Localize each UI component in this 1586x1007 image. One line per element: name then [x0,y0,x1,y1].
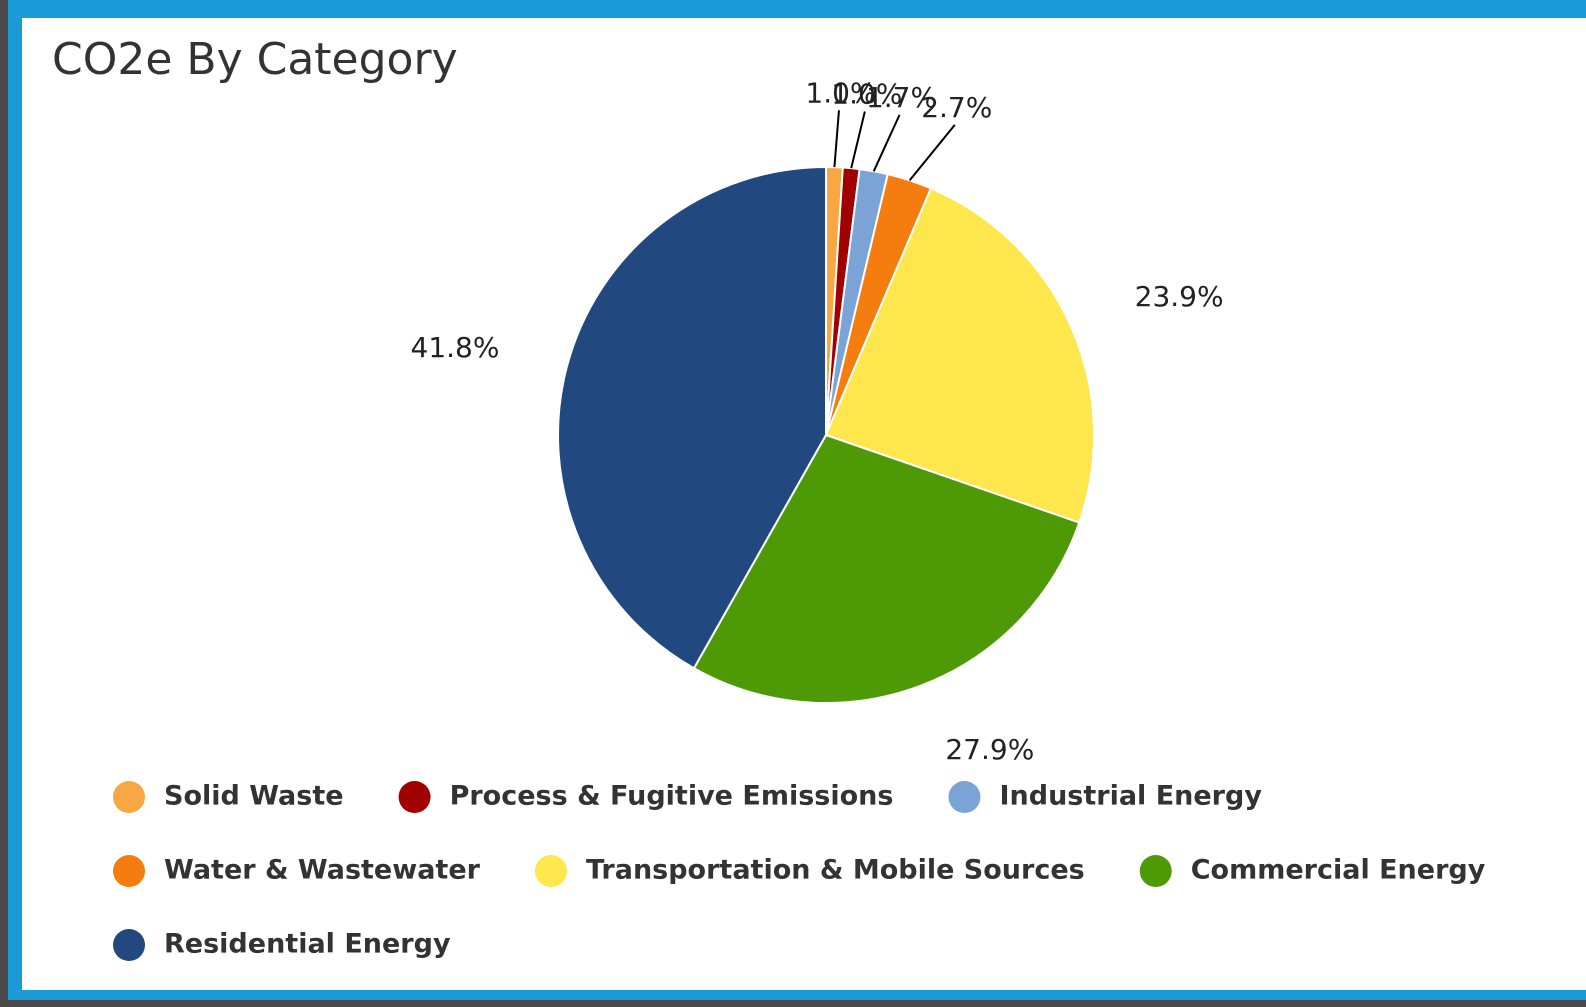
leader-line [872,114,901,172]
legend-label: Process & Fugitive Emissions [450,781,894,812]
leader-line [833,110,840,168]
data-label: 2.7% [921,91,992,124]
legend-marker [398,781,431,813]
data-label: 41.8% [411,331,500,364]
leader-line [850,111,866,169]
pie-slice [557,165,827,670]
legend-marker [113,855,145,887]
data-label: 1.0% [831,78,902,111]
chart-title: CO2e By Category [52,34,458,85]
legend-marker [113,929,145,961]
data-label: 1.0% [805,76,876,109]
legend-marker [948,781,981,813]
legend-marker [113,781,145,813]
legend-marker [534,855,567,887]
legend-label: Solid Waste [164,781,344,812]
legend-label: Water & Wastewater [164,855,481,886]
legend-marker [1139,855,1172,887]
pie-slice [824,187,1095,524]
legend-label: Residential Energy [164,929,451,960]
leader-line [908,124,956,182]
legend-label: Commercial Energy [1191,855,1486,886]
legend-label: Transportation & Mobile Sources [586,855,1085,886]
data-label: 1.7% [866,81,937,114]
data-label: 23.9% [1135,280,1224,313]
legend-label: Industrial Energy [999,781,1262,812]
data-label: 27.9% [945,733,1034,766]
pie-slice [692,433,1081,704]
